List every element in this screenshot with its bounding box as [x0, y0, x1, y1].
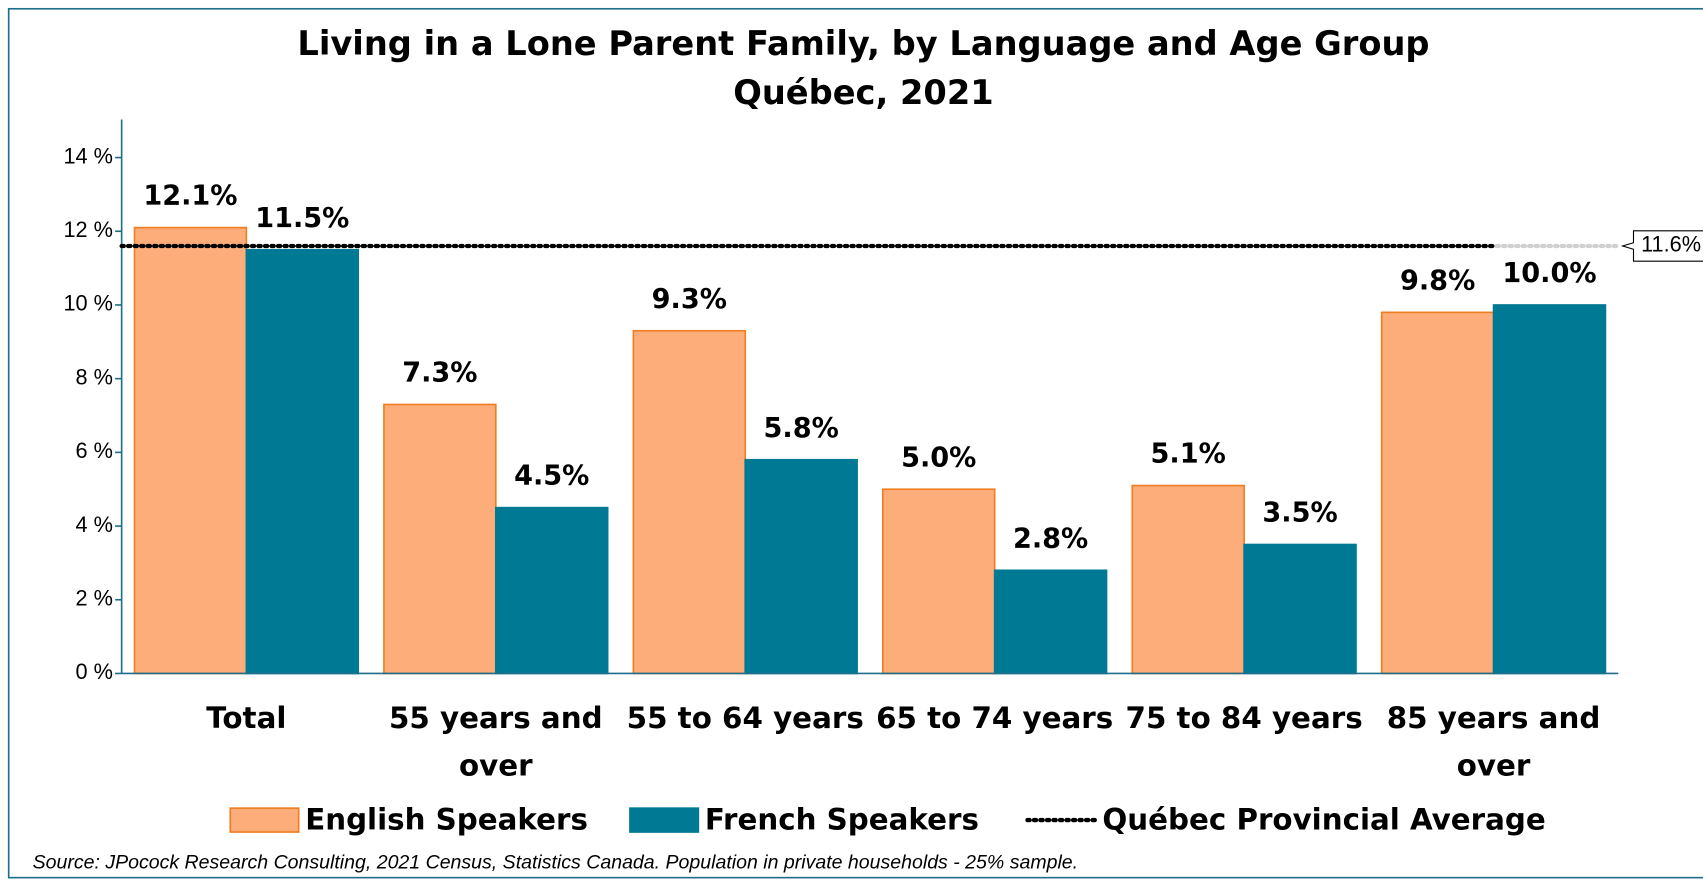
x-tick-label: 85 years and over [1386, 701, 1601, 784]
chart-title: Living in a Lone Parent Family, by Langu… [297, 24, 1429, 63]
bar [1380, 311, 1495, 675]
bar [245, 248, 360, 675]
reference-callout [1620, 230, 1703, 262]
legend-swatch [629, 807, 700, 833]
reference-label: 11.6% [1641, 232, 1701, 257]
y-tick-label: 12 % [63, 217, 113, 242]
y-tick-label: 2 % [76, 586, 113, 611]
x-tick-label: Total [206, 701, 287, 736]
bar [1131, 484, 1245, 675]
y-tick-label: 10 % [63, 291, 113, 316]
value-label: 7.3% [402, 358, 477, 389]
legend-label: English Speakers [305, 803, 588, 837]
value-label: 5.1% [1151, 439, 1226, 470]
x-tick-label-box: 65 to 74 years [876, 701, 1114, 736]
bar [1492, 304, 1607, 675]
value-label: 9.3% [652, 284, 727, 315]
x-tick-label-box: 75 to 84 years [1125, 701, 1363, 736]
y-tick-label: 4 % [76, 512, 113, 537]
y-tick-label: 8 % [76, 364, 113, 389]
value-label: 3.5% [1262, 498, 1337, 529]
bar [1243, 543, 1357, 675]
value-label: 11.5% [255, 203, 349, 234]
legend-label: Québec Provincial Average [1102, 803, 1545, 837]
bar [494, 506, 609, 675]
y-tick-label: 14 % [63, 143, 113, 168]
value-label: 5.8% [764, 413, 839, 444]
bar [632, 329, 747, 675]
frame [7, 7, 1703, 879]
value-label: 10.0% [1502, 258, 1596, 289]
x-tick-label-box: Total [206, 701, 287, 736]
value-label: 12.1% [143, 181, 237, 212]
x-tick-label-box: 55 to 64 years [626, 701, 864, 736]
x-tick-label: 65 to 74 years [876, 701, 1114, 736]
value-label: 4.5% [514, 461, 589, 492]
bar [993, 569, 1108, 675]
value-label: 9.8% [1400, 265, 1475, 296]
legend-swatch [229, 807, 300, 833]
y-tick-label: 0 % [76, 659, 113, 684]
bar [882, 488, 996, 675]
y-tick-label: 6 % [76, 438, 113, 463]
x-tick-label-box: 85 years and over [1386, 701, 1601, 784]
x-tick-label: 55 to 64 years [626, 701, 864, 736]
value-label: 2.8% [1013, 523, 1088, 554]
x-tick-label: 75 to 84 years [1125, 701, 1363, 736]
value-label: 5.0% [901, 442, 976, 473]
bar [383, 403, 497, 675]
chart-subtitle: Québec, 2021 [733, 73, 993, 112]
bar [744, 458, 858, 675]
source-note: Source: JPocock Research Consulting, 202… [33, 852, 1079, 874]
x-tick-label: 55 years and over [388, 701, 603, 784]
legend-label: French Speakers [705, 803, 979, 837]
bar [133, 226, 248, 675]
x-tick-label-box: 55 years and over [388, 701, 603, 784]
